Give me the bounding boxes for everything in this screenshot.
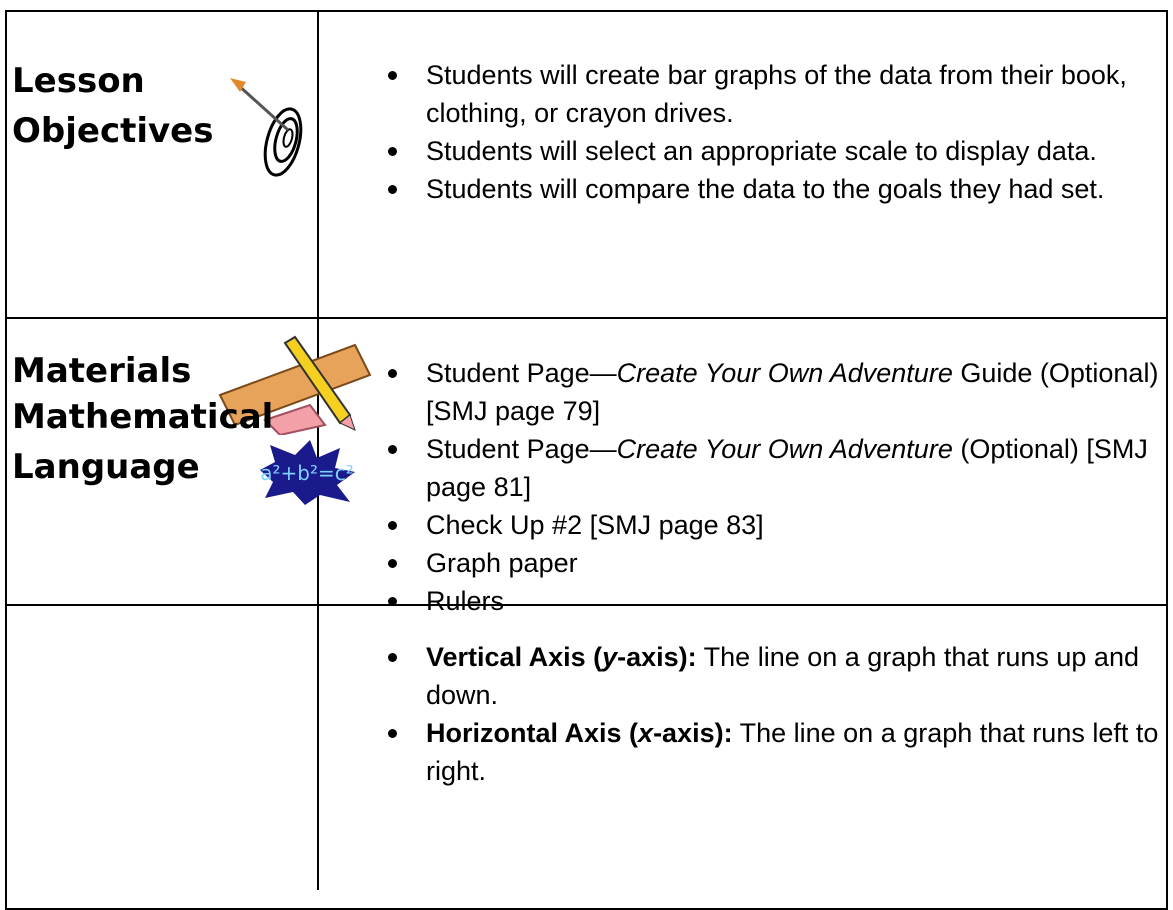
item-text: Guide (Optional) [SMJ page 79] bbox=[426, 358, 1159, 426]
item-text: (Optional) [SMJ page 81] bbox=[426, 434, 1148, 502]
item-text: Graph paper bbox=[426, 548, 578, 578]
row-heading: Materials bbox=[12, 346, 191, 396]
heading-line: Language bbox=[12, 447, 200, 487]
bullet-item: Students will create bar graphs of the d… bbox=[388, 56, 1160, 132]
row-heading: Mathematical Language bbox=[12, 392, 273, 492]
row-divider bbox=[5, 604, 1168, 606]
bullet-list: Vertical Axis (y-axis): The line on a gr… bbox=[380, 638, 1160, 790]
formula-icon: a²+b²=c² bbox=[260, 440, 355, 505]
item-text: Students will create bar graphs of the d… bbox=[426, 60, 1127, 128]
bullet-item: Student Page—Create Your Own Adventure (… bbox=[388, 430, 1160, 506]
item-title: Create Your Own Adventure bbox=[616, 358, 953, 388]
term: Vertical Axis ( bbox=[426, 642, 603, 672]
page: Lesson Objectives Students will create b… bbox=[5, 10, 1168, 910]
term: -axis): bbox=[617, 642, 697, 672]
definition: The line on a graph that runs up and dow… bbox=[426, 642, 1139, 710]
row-heading: Lesson Objectives bbox=[12, 56, 213, 156]
item-text: Student Page— bbox=[426, 358, 617, 388]
item-title: Create Your Own Adventure bbox=[616, 434, 953, 464]
target-icon bbox=[230, 78, 303, 177]
column-divider bbox=[317, 10, 319, 890]
bullet-item: Graph paper bbox=[388, 544, 1160, 582]
item-text: Rulers bbox=[426, 586, 505, 616]
row-divider bbox=[5, 317, 1168, 319]
icon-text: a²+b²=c² bbox=[260, 461, 354, 485]
bullet-item: Students will compare the data to the go… bbox=[388, 170, 1160, 208]
item-text: Students will select an appropriate scal… bbox=[426, 136, 1097, 166]
bullet-item: Students will select an appropriate scal… bbox=[388, 132, 1160, 170]
bullet-item: Vertical Axis (y-axis): The line on a gr… bbox=[388, 638, 1160, 714]
item-text: Students will compare the data to the go… bbox=[426, 174, 1105, 204]
heading-line: Materials bbox=[12, 351, 192, 391]
bullet-item: Rulers bbox=[388, 582, 1160, 620]
definition: The line on a graph that runs left to ri… bbox=[426, 718, 1159, 786]
heading-line: Lesson bbox=[12, 61, 145, 101]
bullet-list: Student Page—Create Your Own Adventure G… bbox=[380, 354, 1160, 620]
term: x bbox=[638, 718, 654, 748]
bullet-list: Students will create bar graphs of the d… bbox=[380, 56, 1160, 208]
ruler-pencil-icon bbox=[218, 335, 372, 435]
item-text: Check Up #2 [SMJ page 83] bbox=[426, 510, 764, 540]
term: y bbox=[602, 642, 618, 672]
bullet-item: Check Up #2 [SMJ page 83] bbox=[388, 506, 1160, 544]
item-text: Student Page— bbox=[426, 434, 617, 464]
term: -axis): bbox=[653, 718, 733, 748]
bullet-item: Horizontal Axis (x-axis): The line on a … bbox=[388, 714, 1160, 790]
heading-line: Objectives bbox=[12, 111, 214, 151]
term: Horizontal Axis ( bbox=[426, 718, 639, 748]
bullet-item: Student Page—Create Your Own Adventure G… bbox=[388, 354, 1160, 430]
heading-line: Mathematical bbox=[12, 397, 274, 437]
